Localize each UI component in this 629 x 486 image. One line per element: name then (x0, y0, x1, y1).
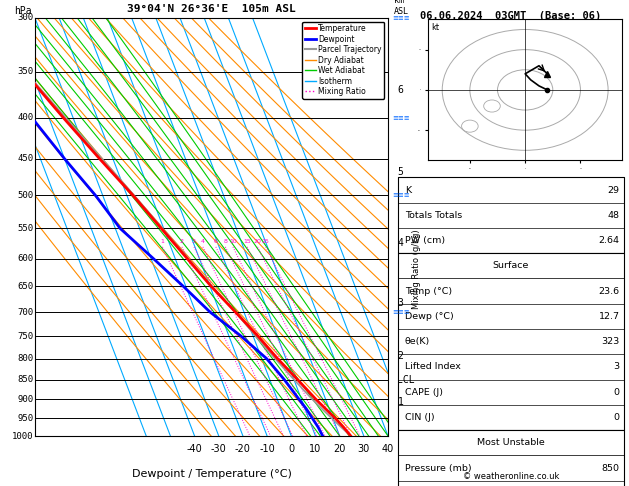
Text: 4: 4 (398, 238, 403, 248)
Text: 0: 0 (613, 413, 620, 422)
Bar (398, 380, 624, 405)
Bar (398, 405, 624, 430)
Text: 30: 30 (358, 444, 370, 454)
Bar (398, 177, 624, 253)
Text: 400: 400 (17, 113, 33, 122)
Text: Temp (°C): Temp (°C) (405, 287, 452, 295)
Text: 1: 1 (160, 240, 164, 244)
Text: 4: 4 (201, 240, 205, 244)
Text: Pressure (mb): Pressure (mb) (405, 464, 471, 472)
Text: ≡≡≡: ≡≡≡ (392, 309, 409, 315)
Text: 1: 1 (398, 398, 403, 407)
Text: 2: 2 (180, 240, 184, 244)
Text: Totals Totals: Totals Totals (405, 211, 462, 220)
Text: 3: 3 (192, 240, 196, 244)
Text: 850: 850 (17, 375, 33, 384)
Text: 06.06.2024  03GMT  (Base: 06): 06.06.2024 03GMT (Base: 06) (420, 11, 601, 21)
Text: 25: 25 (262, 240, 270, 244)
Text: 350: 350 (17, 67, 33, 76)
Text: 10: 10 (229, 240, 237, 244)
Text: 650: 650 (17, 282, 33, 291)
Text: -40: -40 (187, 444, 203, 454)
Text: 900: 900 (17, 395, 33, 404)
Text: CAPE (J): CAPE (J) (405, 388, 443, 397)
Text: © weatheronline.co.uk: © weatheronline.co.uk (463, 472, 559, 481)
Text: Lifted Index: Lifted Index (405, 363, 460, 371)
Text: 39°04'N 26°36'E  105m ASL: 39°04'N 26°36'E 105m ASL (127, 4, 296, 14)
Text: -20: -20 (235, 444, 251, 454)
Text: 300: 300 (17, 14, 33, 22)
Text: hPa: hPa (14, 5, 32, 16)
Text: 23.6: 23.6 (598, 287, 620, 295)
Text: 8: 8 (223, 240, 227, 244)
Text: 29: 29 (608, 186, 620, 194)
Text: ≡≡≡: ≡≡≡ (392, 192, 409, 198)
Text: CIN (J): CIN (J) (405, 413, 435, 422)
Text: 12.7: 12.7 (599, 312, 620, 321)
Text: 750: 750 (17, 331, 33, 341)
Text: ≡≡≡: ≡≡≡ (392, 115, 409, 121)
Text: 800: 800 (17, 354, 33, 363)
Text: 3: 3 (613, 363, 620, 371)
Text: 2: 2 (398, 351, 403, 362)
Bar (398, 430, 624, 455)
Text: 950: 950 (17, 414, 33, 423)
Bar (398, 354, 624, 380)
Text: 6: 6 (398, 85, 403, 95)
Text: PW (cm): PW (cm) (405, 236, 445, 245)
Text: kt: kt (431, 23, 439, 33)
Text: Dewpoint / Temperature (°C): Dewpoint / Temperature (°C) (131, 469, 291, 480)
Text: 15: 15 (243, 240, 251, 244)
Text: 6: 6 (214, 240, 218, 244)
Text: LCL: LCL (398, 375, 415, 384)
Text: 2.64: 2.64 (599, 236, 620, 245)
Bar (398, 253, 624, 278)
Bar (398, 481, 624, 486)
Text: 48: 48 (608, 211, 620, 220)
Bar (398, 253, 624, 430)
Bar (398, 329, 624, 354)
Text: Most Unstable: Most Unstable (477, 438, 545, 447)
Text: Surface: Surface (493, 261, 529, 270)
Text: 1000: 1000 (12, 432, 33, 440)
Text: 20: 20 (253, 240, 262, 244)
Text: 10: 10 (309, 444, 321, 454)
Bar (398, 228, 624, 253)
Bar (398, 278, 624, 304)
Bar (398, 430, 624, 486)
Text: 850: 850 (601, 464, 620, 472)
Bar (398, 203, 624, 228)
Text: 40: 40 (382, 444, 394, 454)
Text: -30: -30 (211, 444, 226, 454)
Text: 3: 3 (398, 298, 403, 308)
Text: Dewp (°C): Dewp (°C) (405, 312, 454, 321)
Text: θe(K): θe(K) (405, 337, 430, 346)
Text: 600: 600 (17, 254, 33, 263)
Text: 550: 550 (17, 224, 33, 233)
Bar (398, 455, 624, 481)
Text: 500: 500 (17, 191, 33, 200)
Text: K: K (405, 186, 411, 194)
Text: 450: 450 (17, 154, 33, 163)
Bar (398, 304, 624, 329)
Legend: Temperature, Dewpoint, Parcel Trajectory, Dry Adiabat, Wet Adiabat, Isotherm, Mi: Temperature, Dewpoint, Parcel Trajectory… (303, 22, 384, 99)
Text: 20: 20 (333, 444, 346, 454)
Text: ≡≡≡: ≡≡≡ (392, 15, 409, 21)
Text: 5: 5 (398, 167, 403, 177)
Text: 700: 700 (17, 308, 33, 317)
Text: Mixing Ratio (g/kg): Mixing Ratio (g/kg) (412, 229, 421, 309)
Text: 0: 0 (613, 388, 620, 397)
Text: 323: 323 (601, 337, 620, 346)
Bar (398, 177, 624, 203)
Text: 0: 0 (288, 444, 294, 454)
Text: km
ASL: km ASL (394, 0, 409, 16)
Text: -10: -10 (259, 444, 275, 454)
